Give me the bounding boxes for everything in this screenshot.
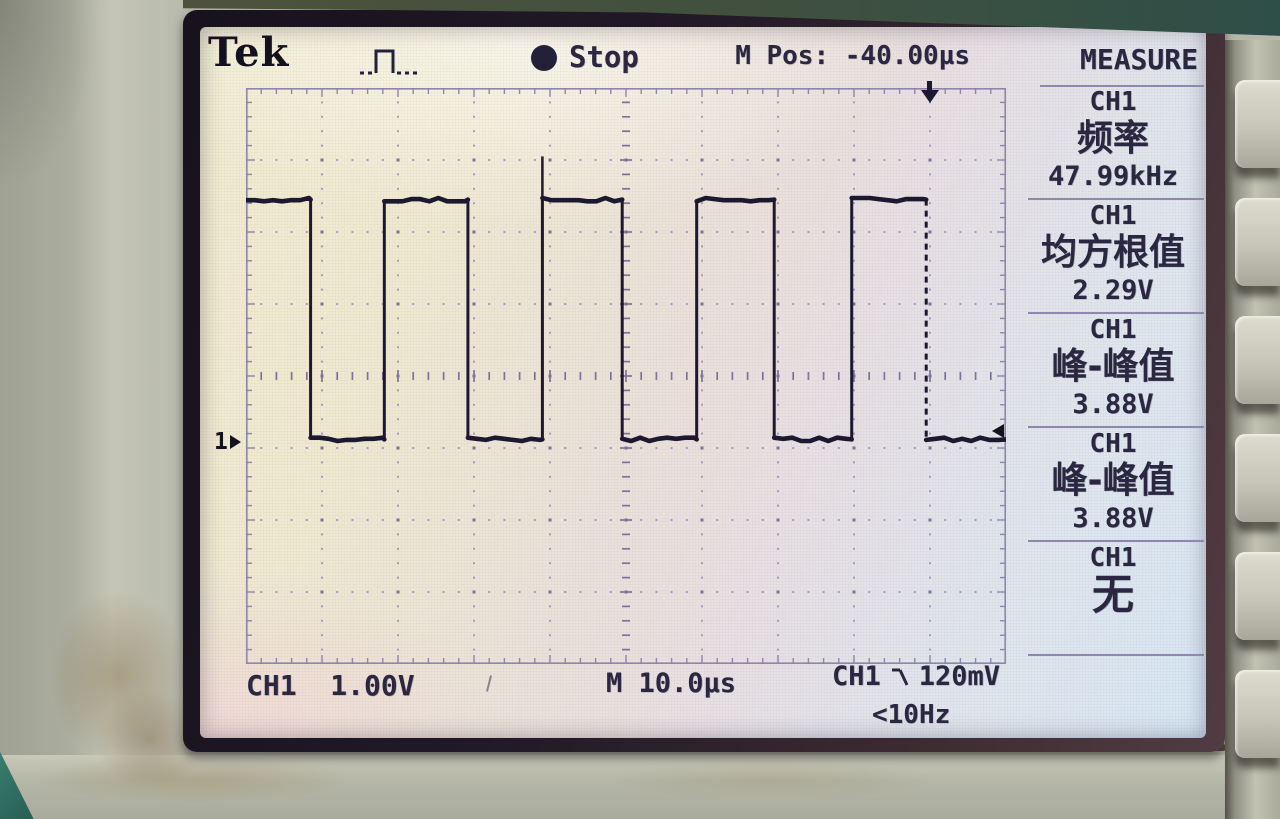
stop-icon [531,45,557,71]
softkey-panel [1225,40,1280,819]
measure-source: CH1 [1089,87,1137,117]
softkey-button-4[interactable] [1235,434,1280,522]
softkey-button-5[interactable] [1235,552,1280,640]
falling-edge-icon [891,668,909,686]
right-arrow-icon [229,434,241,449]
lcd-smudge [485,675,493,692]
menu-separator [1028,426,1204,428]
measure-value: 2.29V [1072,275,1154,306]
ch1-vertical-scale: CH1 1.00V [246,669,415,702]
trigger-readout: CH1 120mV [832,661,1000,692]
lcd-screen: Tek Stop M Pos: -40.00µs MEASURE 1 CH1 频… [200,27,1206,738]
measure-slot-4[interactable]: CH1 峰-峰值 3.88V [1020,429,1206,541]
softkey-button-6[interactable] [1235,670,1280,758]
measure-type: 峰-峰值 [1051,460,1175,501]
menu-separator [1028,198,1204,200]
measure-value: 3.88V [1072,389,1154,420]
menu-separator [1028,654,1204,656]
timebase-readout: M 10.0µs [606,668,737,699]
waveform-plot [243,88,1009,665]
trigger-level: 120mV [918,661,1001,692]
case-left-panel [0,0,185,819]
softkey-button-3[interactable] [1235,316,1280,404]
measure-source: CH1 [1089,201,1137,231]
menu-title-separator [1040,85,1204,87]
trigger-type-pulse-icon [360,49,417,75]
case-shadow [0,0,120,300]
measure-type: 频率 [1076,118,1149,159]
measure-slot-5[interactable]: CH1 无 [1020,543,1206,655]
measure-source: CH1 [1089,543,1137,573]
channel-number: 1 [214,428,228,455]
channel1-ground-marker[interactable]: 1 [214,429,241,455]
tek-logo: Tek [208,29,290,76]
measure-type: 无 [1091,570,1134,619]
softkey-button-1[interactable] [1235,80,1280,168]
menu-title: MEASURE [1079,43,1198,76]
measure-slot-3[interactable]: CH1 峰-峰值 3.88V [1020,315,1206,427]
measure-source: CH1 [1089,315,1137,345]
measure-value: 47.99kHz [1047,161,1179,192]
measure-slot-2[interactable]: CH1 均方根值 2.29V [1020,201,1206,313]
measure-slot-1[interactable]: CH1 频率 47.99kHz [1020,87,1206,199]
menu-separator [1028,540,1204,542]
case-bottom-panel [0,755,1280,819]
measure-value: 3.88V [1072,503,1154,534]
softkey-button-2[interactable] [1235,198,1280,286]
trigger-position-arrow-icon[interactable] [921,81,939,103]
measure-type: 峰-峰值 [1051,346,1175,387]
graticule [243,88,1009,665]
trigger-source: CH1 [832,661,881,692]
trigger-frequency: <10Hz [872,700,951,730]
measure-source: CH1 [1089,429,1137,459]
measure-type: 均方根值 [1040,232,1185,273]
horizontal-position-readout: M Pos: -40.00µs [735,41,970,71]
acquisition-state: Stop [569,40,639,74]
trigger-level-arrow-icon[interactable] [992,423,1004,438]
menu-separator [1028,312,1204,314]
